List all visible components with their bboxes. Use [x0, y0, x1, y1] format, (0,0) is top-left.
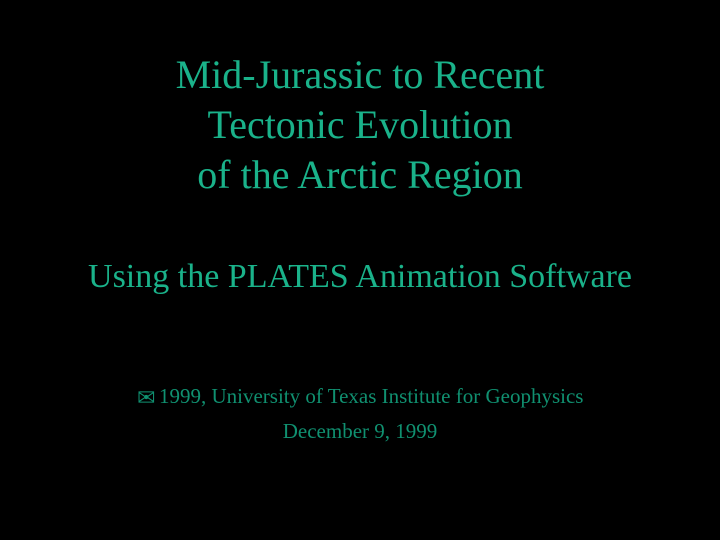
attribution-block: ✉1999, University of Texas Institute for…: [0, 380, 720, 449]
attribution-text-1: 1999, University of Texas Institute for …: [159, 384, 584, 408]
title-block: Mid-Jurassic to Recent Tectonic Evolutio…: [0, 50, 720, 200]
title-line-1: Mid-Jurassic to Recent: [0, 50, 720, 100]
subtitle-text: Using the PLATES Animation Software: [88, 258, 632, 295]
attribution-line-2: December 9, 1999: [0, 415, 720, 449]
slide: Mid-Jurassic to Recent Tectonic Evolutio…: [0, 0, 720, 540]
title-line-3: of the Arctic Region: [0, 150, 720, 200]
copyright-icon: ✉: [137, 380, 155, 415]
title-line-2: Tectonic Evolution: [0, 100, 720, 150]
subtitle: Using the PLATES Animation Software: [0, 255, 720, 299]
attribution-line-1: ✉1999, University of Texas Institute for…: [0, 380, 720, 415]
